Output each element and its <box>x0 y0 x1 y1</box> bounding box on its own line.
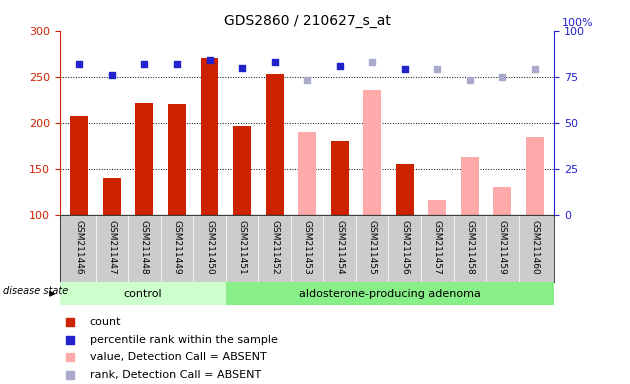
Point <box>65 319 75 325</box>
Bar <box>331 141 348 215</box>
Text: GSM211458: GSM211458 <box>466 220 474 275</box>
Text: GSM211455: GSM211455 <box>368 220 377 275</box>
Text: count: count <box>89 317 121 327</box>
Text: 100%: 100% <box>561 18 593 28</box>
Bar <box>493 187 512 215</box>
Point <box>139 61 149 67</box>
Text: GSM211454: GSM211454 <box>335 220 344 275</box>
Bar <box>135 103 153 215</box>
Point <box>172 61 182 67</box>
Text: GSM211448: GSM211448 <box>140 220 149 275</box>
Text: GSM211460: GSM211460 <box>530 220 539 275</box>
Bar <box>526 137 544 215</box>
Point <box>74 61 84 67</box>
Text: GSM211459: GSM211459 <box>498 220 507 275</box>
Text: GSM211457: GSM211457 <box>433 220 442 275</box>
Bar <box>71 116 88 215</box>
Bar <box>364 90 381 215</box>
Text: aldosterone-producing adenoma: aldosterone-producing adenoma <box>299 289 481 299</box>
Point <box>465 78 475 84</box>
Text: rank, Detection Call = ABSENT: rank, Detection Call = ABSENT <box>89 370 261 380</box>
Point <box>399 66 410 73</box>
Text: GSM211450: GSM211450 <box>205 220 214 275</box>
Bar <box>226 282 554 305</box>
Point <box>432 66 442 73</box>
Text: GSM211449: GSM211449 <box>173 220 181 275</box>
Bar <box>461 157 479 215</box>
Point <box>270 59 280 65</box>
Text: GSM211451: GSM211451 <box>238 220 246 275</box>
Point <box>107 72 117 78</box>
Text: GSM211447: GSM211447 <box>107 220 117 275</box>
Bar <box>396 164 414 215</box>
Point <box>302 78 312 84</box>
Text: percentile rank within the sample: percentile rank within the sample <box>89 335 277 345</box>
Text: GSM211452: GSM211452 <box>270 220 279 275</box>
Text: GSM211453: GSM211453 <box>302 220 312 275</box>
Bar <box>60 282 226 305</box>
Bar <box>428 200 446 215</box>
Point <box>237 65 247 71</box>
Point <box>367 59 377 65</box>
Text: control: control <box>123 289 162 299</box>
Bar <box>233 126 251 215</box>
Bar <box>298 132 316 215</box>
Point <box>530 66 540 73</box>
Title: GDS2860 / 210627_s_at: GDS2860 / 210627_s_at <box>224 14 391 28</box>
Point <box>205 57 215 63</box>
Text: GSM211456: GSM211456 <box>400 220 410 275</box>
Bar <box>200 58 219 215</box>
Text: disease state: disease state <box>3 286 68 296</box>
Bar <box>266 74 284 215</box>
Point <box>65 372 75 378</box>
Text: GSM211446: GSM211446 <box>75 220 84 275</box>
Text: value, Detection Call = ABSENT: value, Detection Call = ABSENT <box>89 353 266 362</box>
Point <box>65 337 75 343</box>
Point <box>497 74 507 80</box>
Point <box>335 63 345 69</box>
Bar <box>168 104 186 215</box>
Bar <box>103 178 121 215</box>
Point <box>65 354 75 361</box>
